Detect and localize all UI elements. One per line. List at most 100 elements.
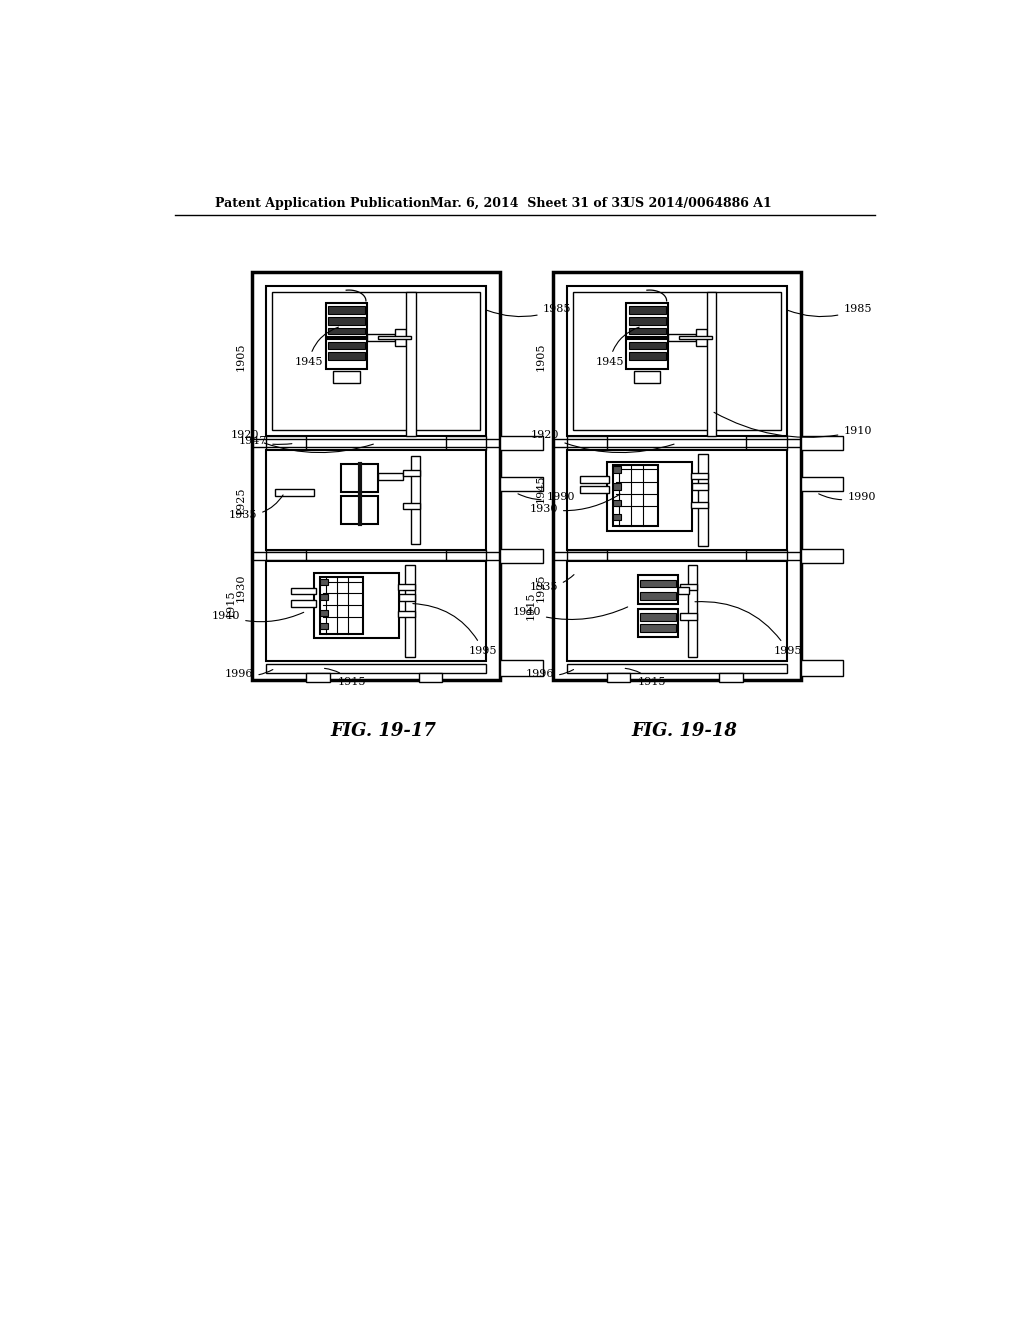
Bar xyxy=(613,483,621,490)
Bar xyxy=(566,550,607,561)
Bar xyxy=(613,500,621,507)
Text: 1940: 1940 xyxy=(212,611,304,622)
Text: 1925: 1925 xyxy=(537,574,546,602)
Bar xyxy=(321,578,328,585)
Bar xyxy=(627,304,669,337)
Text: 1947: 1947 xyxy=(239,436,292,446)
Bar xyxy=(395,330,407,346)
Text: US 2014/0064886 A1: US 2014/0064886 A1 xyxy=(624,197,772,210)
Bar xyxy=(321,623,328,628)
Bar xyxy=(690,502,708,508)
Bar xyxy=(328,342,366,350)
Bar xyxy=(341,465,378,492)
Text: 1935: 1935 xyxy=(529,574,574,593)
Text: FIG. 19-18: FIG. 19-18 xyxy=(632,722,737,739)
Text: 1940: 1940 xyxy=(512,607,628,619)
Text: 1915: 1915 xyxy=(225,589,236,618)
Text: 1945: 1945 xyxy=(595,327,639,367)
Bar xyxy=(719,673,742,682)
Bar xyxy=(275,488,314,496)
Bar xyxy=(328,327,366,334)
Bar xyxy=(403,470,420,477)
Bar xyxy=(314,573,399,638)
Bar xyxy=(640,591,676,599)
Text: 1945: 1945 xyxy=(295,327,339,367)
Bar xyxy=(328,317,366,325)
Bar xyxy=(411,457,420,544)
Text: 1990: 1990 xyxy=(818,492,876,503)
Bar xyxy=(291,601,315,607)
Bar xyxy=(692,483,708,490)
Bar xyxy=(580,487,608,494)
Bar xyxy=(566,437,607,450)
Text: 1915: 1915 xyxy=(325,668,366,688)
Bar xyxy=(445,437,486,450)
Bar xyxy=(572,293,780,430)
Bar xyxy=(368,334,395,341)
Bar xyxy=(328,352,366,360)
Bar xyxy=(613,465,658,527)
Text: FIG. 19-17: FIG. 19-17 xyxy=(331,722,436,739)
Bar xyxy=(397,585,415,590)
Bar xyxy=(334,371,359,383)
Bar xyxy=(613,466,621,473)
Bar xyxy=(580,475,608,483)
Bar xyxy=(607,462,692,531)
Bar xyxy=(500,437,543,450)
Bar xyxy=(678,587,689,594)
Bar xyxy=(266,286,486,437)
Bar xyxy=(419,673,442,682)
Bar xyxy=(638,576,678,605)
Bar xyxy=(566,664,786,673)
Bar xyxy=(326,304,368,337)
Bar xyxy=(629,317,666,325)
Text: 1905: 1905 xyxy=(236,343,246,371)
Bar xyxy=(266,561,486,661)
Text: 1995: 1995 xyxy=(413,603,498,656)
Bar xyxy=(640,624,676,632)
Bar xyxy=(629,306,666,314)
Bar xyxy=(680,585,697,590)
Bar xyxy=(638,609,678,636)
Bar xyxy=(378,474,403,480)
Bar xyxy=(680,614,697,619)
Bar xyxy=(321,594,328,601)
Bar xyxy=(801,437,844,450)
Bar xyxy=(266,437,306,450)
Bar xyxy=(403,503,420,508)
Bar xyxy=(629,327,666,334)
Text: 1930: 1930 xyxy=(236,574,246,602)
Bar xyxy=(629,342,666,350)
Bar xyxy=(687,565,697,657)
Bar xyxy=(801,549,844,562)
Bar xyxy=(272,293,480,430)
Bar xyxy=(407,293,416,437)
Bar xyxy=(746,437,786,450)
Bar xyxy=(566,286,786,437)
Bar xyxy=(801,660,844,676)
Bar xyxy=(679,335,712,339)
Text: 1995: 1995 xyxy=(695,602,802,656)
Text: 1945: 1945 xyxy=(537,474,546,503)
Bar xyxy=(634,371,660,383)
Bar xyxy=(328,306,366,314)
Bar xyxy=(566,450,786,550)
Bar xyxy=(306,673,330,682)
Bar xyxy=(291,589,315,594)
Bar xyxy=(500,549,543,562)
Bar xyxy=(252,272,500,681)
Text: 1925: 1925 xyxy=(236,486,246,515)
Bar xyxy=(341,496,378,524)
Text: 1915: 1915 xyxy=(626,668,667,688)
Bar xyxy=(500,478,543,491)
Bar xyxy=(266,550,306,561)
Bar xyxy=(698,454,708,546)
Text: 1990: 1990 xyxy=(518,492,575,503)
Bar xyxy=(326,339,368,370)
Bar xyxy=(321,577,362,635)
Text: 1905: 1905 xyxy=(537,343,546,371)
Text: 1985: 1985 xyxy=(487,305,571,317)
Text: 1996: 1996 xyxy=(525,669,573,680)
Bar xyxy=(627,339,669,370)
Bar xyxy=(613,515,621,520)
